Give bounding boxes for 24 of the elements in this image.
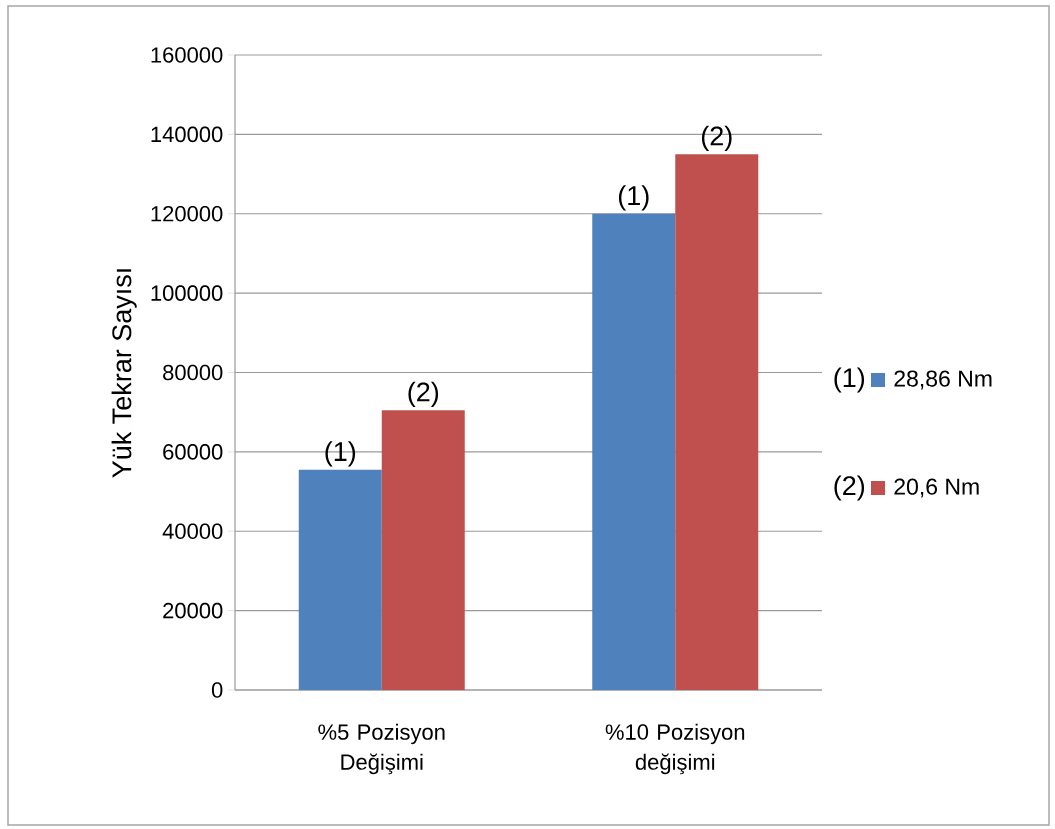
y-tick-label: 140000 bbox=[151, 126, 223, 143]
legend-label: 28,86 Nm bbox=[894, 370, 992, 390]
bar bbox=[592, 213, 676, 690]
y-tick-label: 60000 bbox=[163, 444, 223, 460]
text: (2) bbox=[834, 475, 865, 501]
bar bbox=[675, 154, 759, 690]
x-tick-label: %10 Pozisyon değişimi bbox=[605, 723, 745, 775]
y-tick-label: 40000 bbox=[162, 523, 223, 540]
annotation: (2) bbox=[701, 125, 732, 151]
y-tick-label: 80000 bbox=[163, 364, 223, 381]
y-tick-label: 0 bbox=[211, 682, 223, 698]
annotation: (2) bbox=[408, 381, 439, 407]
x-tick-label: %5 Pozisyon Değişimi bbox=[318, 723, 445, 775]
annotation: (1) bbox=[618, 185, 649, 211]
bar bbox=[298, 469, 382, 690]
bar bbox=[381, 410, 465, 690]
y-tick-label: 100000 bbox=[151, 285, 223, 301]
y-tick-label: 20000 bbox=[163, 602, 223, 619]
y-tick-label: 160000 bbox=[151, 47, 223, 63]
y-tick-label: 120000 bbox=[151, 205, 223, 222]
legend-label: 20,6 Nm bbox=[894, 478, 979, 498]
y-axis-title: Yük Tekrar Sayısı bbox=[111, 269, 137, 478]
text: (1) bbox=[834, 367, 865, 393]
annotation: (1) bbox=[325, 441, 356, 467]
